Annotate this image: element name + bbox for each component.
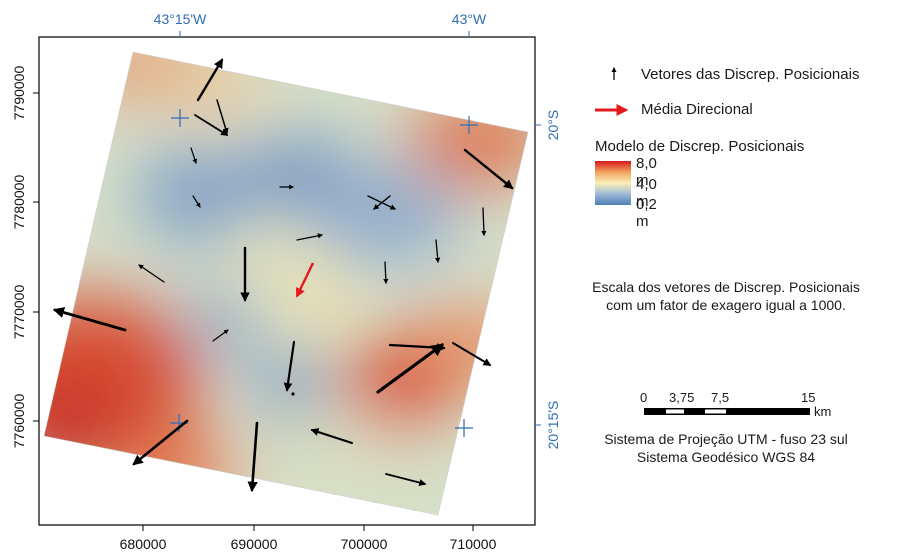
discrepancy-vectors <box>52 58 514 493</box>
northing-label: 7760000 <box>11 394 27 449</box>
scale-bar <box>644 408 810 415</box>
mean-legend-label: Média Direcional <box>641 101 753 118</box>
model-legend-title: Modelo de Discrep. Posicionais <box>595 138 805 155</box>
scalebar-unit: km <box>814 404 832 419</box>
scalebar-tick-label: 15 <box>801 390 816 405</box>
datum-line: Sistema Geodésico WGS 84 <box>636 449 816 465</box>
easting-label: 700000 <box>341 536 388 552</box>
northing-label: 7780000 <box>11 175 27 230</box>
latitude-label: 20°15'S <box>545 401 561 450</box>
map-frame <box>38 36 536 526</box>
vector-scale-note: Escala dos vetores de Discrep. Posiciona… <box>566 278 886 314</box>
easting-label: 680000 <box>120 536 167 552</box>
vector-scale-note-line2: com um fator de exagero igual a 1000. <box>606 297 846 313</box>
color-ramp <box>595 161 631 205</box>
scalebar-tick-label: 7,5 <box>711 390 730 405</box>
latitude-label: 20°S <box>545 110 561 141</box>
vectors-legend-label: Vetores das Discrep. Posicionais <box>641 66 860 83</box>
northing-label: 7790000 <box>11 66 27 121</box>
discrepancy-surface <box>44 52 528 515</box>
scalebar-tick-label: 0 <box>640 390 648 405</box>
coordinate-system-note: Sistema de Projeção UTM - fuso 23 sul Si… <box>566 430 886 466</box>
longitude-label: 43°15'W <box>154 11 207 27</box>
longitude-label: 43°W <box>452 11 487 27</box>
easting-label: 710000 <box>450 536 497 552</box>
projection-line: Sistema de Projeção UTM - fuso 23 sul <box>604 431 848 447</box>
mean-direction-vector <box>295 262 315 298</box>
ramp-high-label: 8,0 m <box>636 155 657 189</box>
northing-label: 7770000 <box>11 285 27 340</box>
vector-scale-note-line1: Escala dos vetores de Discrep. Posiciona… <box>592 279 860 295</box>
ramp-mid-label: 4,0 m <box>636 176 657 210</box>
ramp-low-label: 0,2 m <box>636 196 657 230</box>
scalebar-tick-label: 3,75 <box>669 390 695 405</box>
easting-label: 690000 <box>231 536 278 552</box>
